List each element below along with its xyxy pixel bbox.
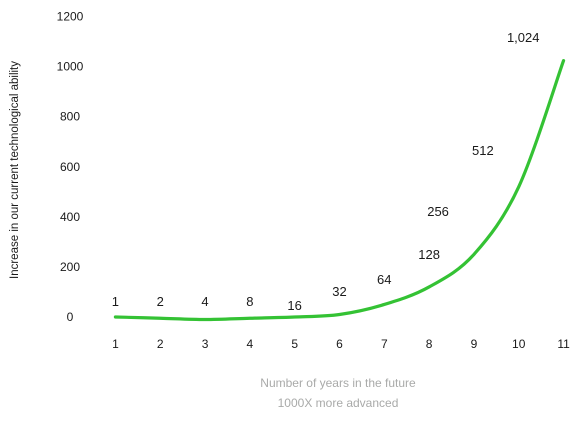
x-tick-label: 6 xyxy=(336,337,343,351)
y-tick-label: 600 xyxy=(60,160,80,174)
y-tick-label: 400 xyxy=(60,210,80,224)
x-tick-label: 1 xyxy=(112,337,119,351)
data-label: 128 xyxy=(418,247,440,262)
x-tick-label: 5 xyxy=(291,337,298,351)
series-layer xyxy=(115,61,563,320)
data-label: 2 xyxy=(157,294,164,309)
data-label: 64 xyxy=(377,272,391,287)
data-label: 8 xyxy=(246,294,253,309)
y-axis-title: Increase in our current technological ab… xyxy=(9,61,21,279)
data-label: 512 xyxy=(472,143,494,158)
y-tick-label: 800 xyxy=(60,110,80,124)
data-labels: 1 2 4 8 16 32 64 128 256 512 1,024 xyxy=(112,30,540,313)
data-label: 1 xyxy=(112,294,119,309)
x-tick-label: 11 xyxy=(557,337,570,351)
y-tick-label: 1200 xyxy=(57,10,84,24)
y-tick-label: 1000 xyxy=(57,60,84,74)
x-tick-label: 4 xyxy=(247,337,254,351)
data-label: 1,024 xyxy=(507,30,540,45)
data-label: 256 xyxy=(427,204,449,219)
x-tick-label: 10 xyxy=(512,337,526,351)
x-axis-subtitle: 1000X more advanced xyxy=(278,396,399,410)
data-label: 16 xyxy=(287,298,301,313)
x-tick-label: 2 xyxy=(157,337,164,351)
x-tick-label: 7 xyxy=(381,337,388,351)
x-axis-ticks: 1 2 3 4 5 6 7 8 9 10 11 xyxy=(112,337,570,351)
x-tick-label: 3 xyxy=(202,337,209,351)
y-tick-label: 200 xyxy=(60,260,80,274)
x-tick-label: 8 xyxy=(426,337,433,351)
x-axis-title: Number of years in the future xyxy=(260,376,416,390)
data-label: 4 xyxy=(201,294,208,309)
data-label: 32 xyxy=(332,284,346,299)
y-tick-label: 0 xyxy=(67,310,74,324)
x-tick-label: 9 xyxy=(471,337,478,351)
series-line xyxy=(115,61,563,320)
y-axis-ticks: 0 200 400 600 800 1000 1200 xyxy=(57,10,84,324)
